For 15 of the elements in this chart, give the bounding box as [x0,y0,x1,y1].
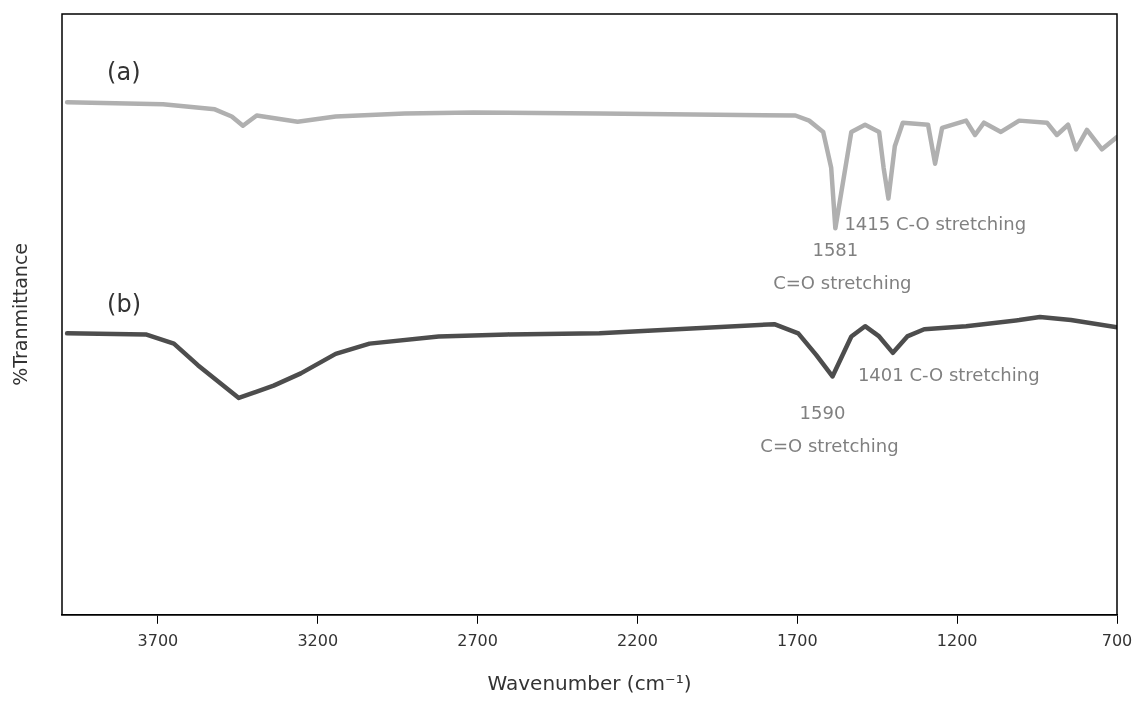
annotation: 1415 C-O stretching [844,213,1027,235]
annotation: 1401 C-O stretching [857,363,1040,385]
x-tick-label: 1200 [936,630,978,650]
x-tick-label: 2700 [457,630,498,650]
x-tick-label: 3200 [297,630,339,650]
y-axis-title: %Tranmittance [8,242,31,386]
x-tick-label: 3700 [137,630,179,650]
series-label: (a) [107,58,141,87]
x-tick-label: 700 [1101,630,1133,650]
x-tick-label: 2200 [617,630,658,650]
series-label: (b) [107,289,142,318]
annotation: 1581 C=O stretching [773,238,912,293]
x-tick-label: 1700 [776,630,818,650]
x-axis-title: Wavenumber (cm⁻¹) [487,671,692,696]
annotation: 1590 C=O stretching [760,402,899,457]
